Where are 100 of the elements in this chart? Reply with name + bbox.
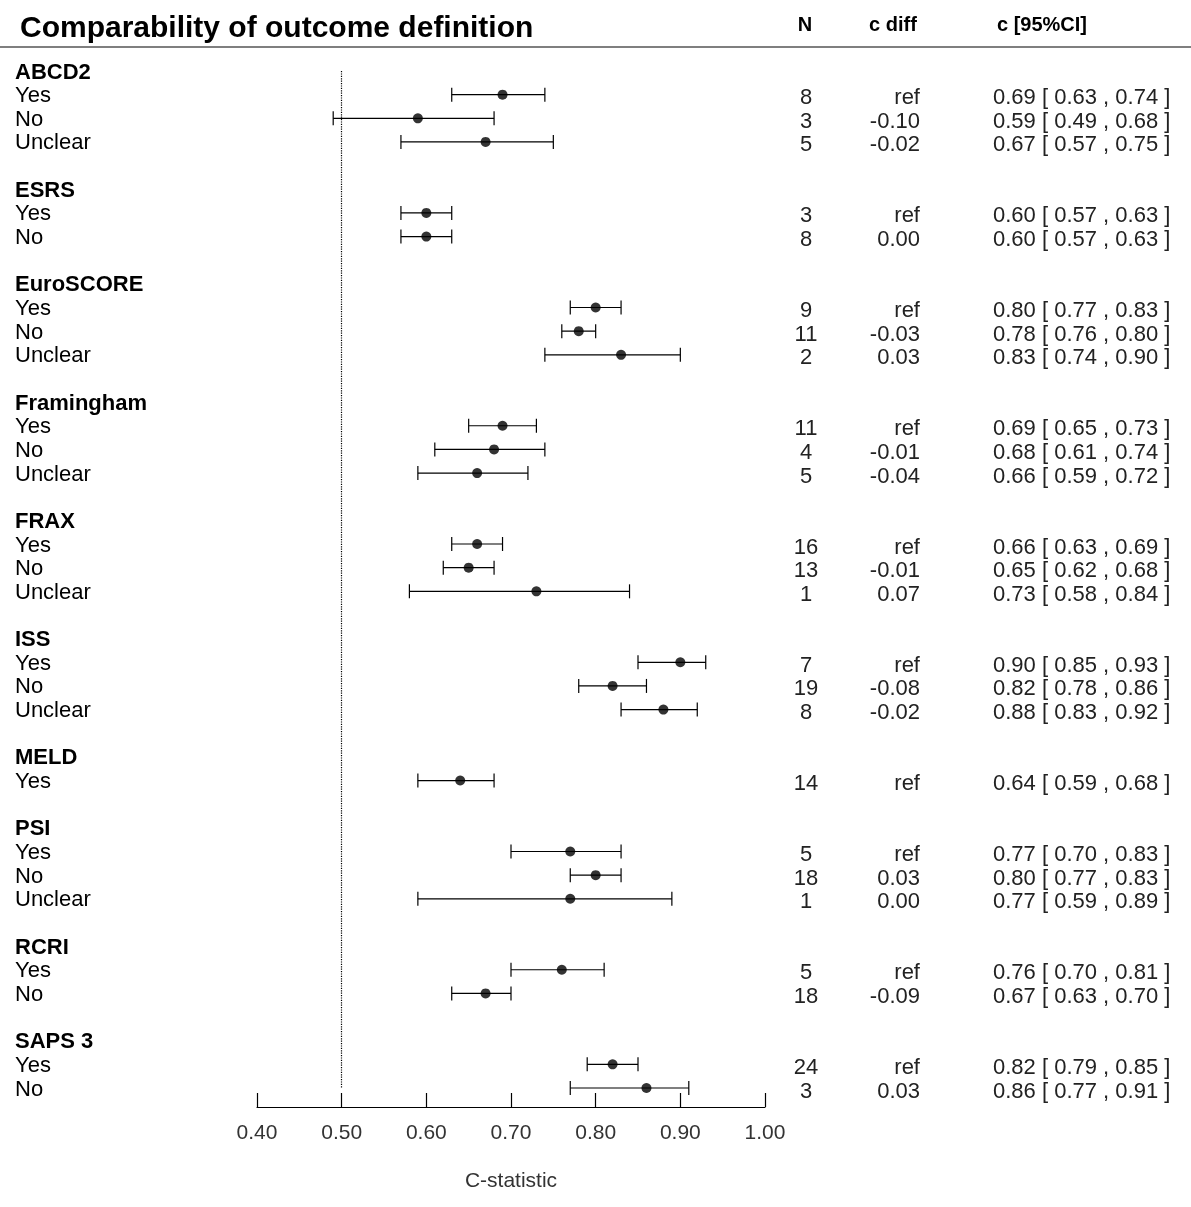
x-tick-label: 1.00 — [744, 1120, 786, 1143]
text: ref — [894, 533, 921, 559]
y-tick-label: Yes — [15, 1051, 51, 1077]
y-tick-label: FRAX — [15, 507, 76, 533]
text: 0.03 — [877, 864, 920, 890]
text: 13 — [793, 557, 819, 583]
text: 5 — [799, 959, 813, 985]
text: ref — [894, 84, 921, 110]
y-tick-label: Yes — [15, 649, 51, 675]
y-tick-label: MELD — [15, 744, 78, 770]
point — [590, 302, 601, 313]
point — [463, 562, 474, 573]
x-tick-label: 0.80 — [575, 1120, 617, 1143]
point — [565, 893, 576, 904]
y-tick-label: Yes — [15, 82, 51, 108]
point — [412, 113, 423, 124]
y-tick-label: Unclear — [15, 886, 91, 912]
x-axis-title: C-statistic — [464, 1168, 558, 1191]
y-tick-label: Yes — [15, 413, 51, 439]
point — [675, 657, 686, 668]
y-tick-label: No — [15, 105, 44, 131]
text: -0.02 — [869, 699, 920, 725]
y-tick-label: Framingham — [15, 389, 148, 415]
text: -0.08 — [869, 675, 920, 701]
point — [607, 1059, 618, 1070]
y-tick-label: ABCD2 — [15, 58, 91, 84]
point — [565, 846, 576, 857]
text: 1 — [799, 888, 813, 914]
y-tick-label: Unclear — [15, 697, 91, 723]
point — [497, 420, 508, 431]
y-tick-label: No — [15, 862, 44, 888]
text: N — [797, 13, 813, 35]
x-tick-label: 0.50 — [321, 1120, 363, 1143]
point — [556, 964, 567, 975]
y-tick-label: Yes — [15, 200, 51, 226]
text: 16 — [793, 533, 819, 559]
y-tick-label: No — [15, 555, 44, 581]
data-label: 0.69 [ 0.63 , 0.74 ] — [993, 84, 1171, 110]
y-tick-label: Yes — [15, 295, 51, 321]
y-tick-label: Yes — [15, 957, 51, 983]
data-label: 0.66 [ 0.63 , 0.69 ] — [993, 533, 1171, 559]
point — [480, 988, 491, 999]
text: -0.04 — [869, 462, 920, 488]
text: ref — [894, 840, 921, 866]
data-label: 0.64 [ 0.59 , 0.68 ] — [993, 770, 1171, 796]
x-tick-label: 0.70 — [490, 1120, 532, 1143]
y-tick-label: RCRI — [15, 933, 69, 959]
text: 14 — [793, 770, 819, 796]
y-tick-label: Unclear — [15, 342, 91, 368]
text: 3 — [799, 107, 813, 133]
y-tick-label: Unclear — [15, 578, 91, 604]
text: 1 — [799, 580, 813, 606]
data-label: 0.69 [ 0.65 , 0.73 ] — [993, 415, 1171, 441]
text: ref — [894, 651, 921, 677]
y-tick-label: No — [15, 436, 44, 462]
y-tick-label: PSI — [15, 815, 51, 841]
y-tick-label: No — [15, 318, 44, 344]
text: -0.09 — [869, 982, 920, 1008]
point — [421, 207, 432, 218]
text: 5 — [799, 840, 813, 866]
text: 3 — [799, 202, 813, 228]
point — [472, 539, 483, 550]
text: 8 — [799, 84, 813, 110]
text: ref — [894, 297, 921, 323]
data-label: 0.88 [ 0.83 , 0.92 ] — [993, 699, 1171, 725]
data-label: 0.80 [ 0.77 , 0.83 ] — [993, 297, 1171, 323]
text: c diff — [869, 13, 918, 35]
text: 2 — [799, 344, 813, 370]
y-tick-label: No — [15, 980, 44, 1006]
text: -0.02 — [869, 131, 920, 157]
data-label: 0.60 [ 0.57 , 0.63 ] — [993, 226, 1171, 252]
text: 5 — [799, 131, 813, 157]
point — [421, 231, 432, 242]
text: 18 — [793, 982, 819, 1008]
point — [489, 444, 500, 455]
text: c [95%CI] — [996, 13, 1088, 35]
point — [590, 870, 601, 881]
y-tick-label: No — [15, 673, 44, 699]
y-tick-label: Yes — [15, 531, 51, 557]
text: 3 — [799, 1077, 813, 1103]
text: 24 — [793, 1053, 819, 1079]
y-tick-label: SAPS 3 — [15, 1028, 94, 1054]
text: 4 — [799, 438, 813, 464]
x-tick-label: 0.40 — [236, 1120, 278, 1143]
data-label: 0.82 [ 0.79 , 0.85 ] — [993, 1053, 1171, 1079]
text: -0.01 — [869, 557, 920, 583]
data-label: 0.90 [ 0.85 , 0.93 ] — [993, 651, 1171, 677]
text: 19 — [793, 675, 819, 701]
point — [455, 775, 466, 786]
point — [497, 89, 508, 100]
text: 18 — [793, 864, 819, 890]
point — [531, 586, 542, 597]
text: 0.03 — [877, 1077, 920, 1103]
text: ref — [894, 770, 921, 796]
text: 11 — [794, 320, 818, 346]
text: 8 — [799, 226, 813, 252]
text: 9 — [799, 297, 813, 323]
text: 5 — [799, 462, 813, 488]
point — [607, 680, 618, 691]
text: -0.10 — [869, 107, 920, 133]
